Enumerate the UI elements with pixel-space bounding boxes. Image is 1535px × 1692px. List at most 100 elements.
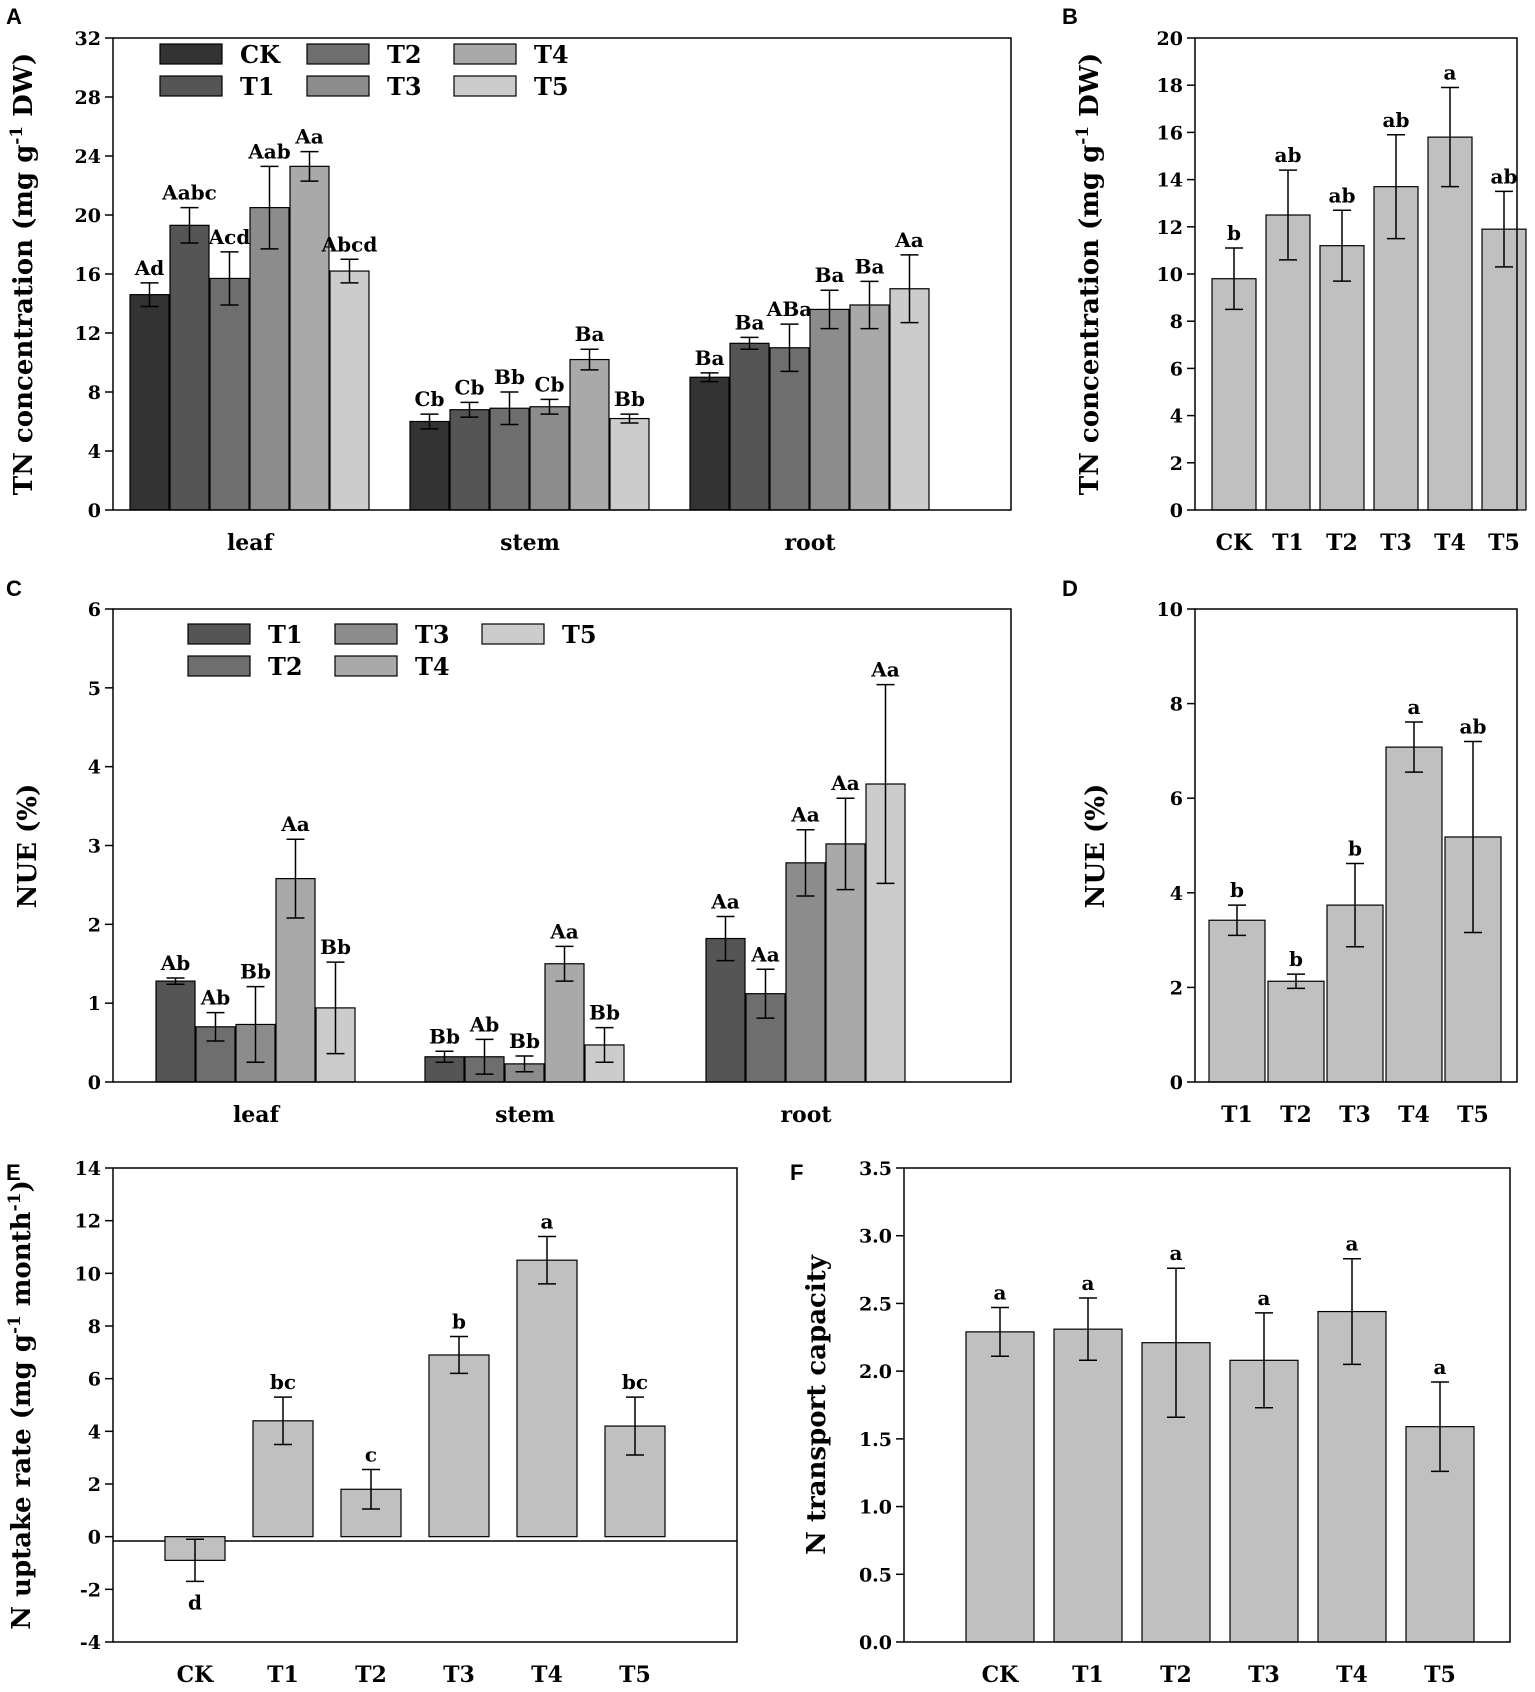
panel-f-x-categories: CK T1 T2 T3 T4 T5 [982,1662,1456,1688]
panel-b-y-tick-label: 4 [1170,406,1183,428]
panel-f: F 0.0 0.5 1.0 1.5 2.0 2.5 3.0 3.5 a a a a a a CK T1 T2… [790,1158,1511,1688]
panel-d-T5-sig-label: ab [1460,714,1487,738]
panel-c-legend-swatch-T3 [334,623,398,645]
panel-a-ylabel-superscript: -1 [7,126,27,145]
panel-a-root-T1-sig-label: Ba [735,310,765,334]
panel-b-bar-T4 [1427,136,1473,511]
panel-f-bars: a a a a a a [965,1232,1475,1643]
panel-c-x-categories: leaf stem root [233,1102,832,1128]
panel-c-leaf-T1-sig-label: Ab [160,951,191,975]
panel-e-y-axis-title: N uptake rate (mg g-1 month-1) [5,1180,37,1630]
panel-a-y-tick-label: 20 [75,205,101,227]
panel-e-T1-sig-label: bc [270,1370,296,1394]
panel-e-bar-T4 [516,1259,578,1538]
panel-b-plot-frame [1194,37,1518,511]
panel-c-y-tick-label: 3 [88,836,101,858]
panel-a-stem-T5-sig-label: Bb [614,387,645,411]
panel-b-x-category-label: T4 [1434,530,1466,556]
panel-b-bar-CK [1211,278,1257,511]
panel-a-stem-T2-sig-label: Bb [494,365,525,389]
panel-d-y-axis-title: NUE (%) [1081,784,1111,909]
panel-a-leaf-T2-sig-label: Acd [208,225,251,249]
panel-b-y-tick-label: 16 [1157,122,1183,144]
panel-f-T4-sig-label: a [1346,1232,1359,1256]
panel-b-y-tick-label: 10 [1157,264,1183,286]
panel-a-stem-T3-sig-label: Cb [535,372,565,396]
panel-d-x-category-label: T4 [1398,1102,1430,1128]
panel-a-leaf-T3-sig-label: Aab [247,139,290,163]
panel-c-leaf-T5-sig-label: Bb [320,935,351,959]
panel-e-bars: d bc c b a bc [164,1209,666,1614]
panel-a-legend-label-T2: T2 [387,40,422,69]
panel-c-bar-leaf-T1 [155,980,196,1083]
panel-a-x-category-label: root [784,530,836,556]
panel-a-bar-root-T1 [729,342,770,511]
panel-a-bar-root-T2 [769,347,810,511]
panel-c-letter: C [6,576,22,601]
panel-e-ylabel-part-3: ) [7,1180,37,1192]
panel-d-x-category-label: T5 [1457,1102,1489,1128]
panel-e-ylabel-part-2: month [7,1211,37,1315]
panel-d-x-categories: T1 T2 T3 T4 T5 [1221,1102,1489,1128]
panel-c-y-tick-label: 5 [88,678,101,700]
panel-a-plot-frame [112,37,1012,511]
panel-a-root-T2-sig-label: ABa [766,297,812,321]
panel-d-bars: b b b a ab [1208,695,1502,1083]
panel-b-letter: B [1062,4,1078,29]
panel-a-bar-leaf-T3 [249,207,290,511]
panel-d-plot-frame [1194,608,1518,1083]
panel-f-y-tick-label: 2.5 [859,1293,892,1315]
panel-e-bar-T3 [428,1354,490,1538]
panel-e-y-tick-label: 14 [75,1158,101,1180]
panel-d-bar-T1 [1208,919,1266,1083]
panel-a-bar-leaf-T1 [169,224,210,511]
panel-f-T2-sig-label: a [1170,1241,1183,1265]
panel-e-x-category-label: T1 [267,1662,299,1688]
panel-c-root-T5-sig-label: Aa [870,658,900,682]
panel-e-y-tick-label: 8 [88,1316,101,1338]
panel-e-T3-sig-label: b [452,1310,466,1334]
panel-a-legend-label-T3: T3 [387,72,422,101]
panel-b-y-tick-label: 14 [1157,170,1183,192]
panel-f-plot-frame [903,1167,1511,1643]
panel-c-y-tick-label: 2 [88,914,101,936]
panel-c-stem-T5-sig-label: Bb [589,1001,620,1025]
panel-f-bar-T1 [1053,1328,1123,1643]
panel-b-y-axis-title: TN concentration (mg g-1 DW) [1073,53,1105,495]
panel-e-y-tick-label: 0 [88,1527,101,1549]
panel-e-T4-sig-label: a [541,1209,554,1233]
panel-d-y-tick-label: 2 [1170,977,1183,999]
panel-c-y-tick-label: 1 [88,993,101,1015]
panel-c-root-T3-sig-label: Aa [790,803,820,827]
panel-f-y-tick-label: 1.0 [859,1497,892,1519]
panel-a-legend-label-T5: T5 [534,72,569,101]
panel-a-root-T4-sig-label: Ba [855,254,885,278]
panel-a-stem-T1-sig-label: Cb [455,375,485,399]
panel-b-y-tick-label: 18 [1157,75,1183,97]
panel-e-y-tick-label: 12 [75,1211,101,1233]
panel-a-legend-label-T1: T1 [240,72,275,101]
panel-c-y-tick-label: 4 [88,757,101,779]
panel-b-x-category-label: T2 [1326,530,1358,556]
panel-a-y-tick-label: 24 [75,146,101,168]
panel-e-y-tick-label: -2 [80,1579,101,1601]
panel-a-y-tick-label: 8 [88,382,101,404]
panel-b-T3-sig-label: ab [1383,108,1410,132]
panel-f-T3-sig-label: a [1258,1286,1271,1310]
panel-a-bar-root-CK [689,376,730,511]
panel-e-x-category-label: CK [177,1662,215,1688]
panel-c-legend-label-T2: T2 [268,652,303,681]
panel-e-x-category-label: T4 [531,1662,563,1688]
panel-c-leaf-T2-sig-label: Ab [200,986,231,1010]
panel-f-x-category-label: T2 [1160,1662,1192,1688]
panel-a-root-T3-sig-label: Ba [815,263,845,287]
panel-e-x-category-label: T5 [619,1662,651,1688]
panel-f-x-category-label: CK [982,1662,1020,1688]
panel-b-bar-T1 [1265,214,1311,511]
panel-a-legend-swatch-T5 [453,75,517,97]
panel-d-bar-T2 [1267,980,1325,1083]
panel-f-x-category-label: T4 [1336,1662,1368,1688]
panel-a-y-tick-label: 12 [75,323,101,345]
